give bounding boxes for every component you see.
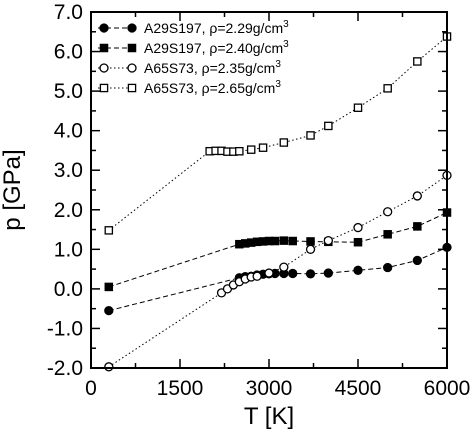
data-point: [323, 268, 333, 278]
legend-label-superscript: 3: [283, 19, 289, 30]
tick-labels: 0 1500 3000 4500 6000 -2.0 -1.0 0.0 1.0 2.0 3.0 4.0…: [47, 1, 471, 400]
data-point: [104, 362, 114, 372]
legend-marker: [99, 83, 109, 93]
data-point: [246, 145, 256, 154]
y-tick-label: 4.0: [54, 120, 83, 143]
y-tick-label: 1.0: [54, 238, 83, 261]
legend-label-superscript: 3: [275, 79, 281, 90]
y-tick-label: -1.0: [47, 317, 83, 340]
x-tick-label: 0: [85, 377, 97, 400]
data-point: [104, 282, 114, 292]
data-point: [383, 230, 392, 239]
legend-label-text: A65S73, ρ=2.65g/cm: [144, 80, 275, 96]
legend-label-superscript: 3: [283, 39, 289, 50]
series-2: [104, 208, 452, 292]
data-point: [353, 103, 363, 112]
y-tick-label: 0.0: [54, 278, 83, 301]
data-point: [383, 262, 393, 273]
data-point: [258, 143, 268, 152]
legend-marker: [99, 43, 109, 53]
data-point: [104, 305, 114, 316]
legend-marker: [99, 63, 109, 73]
x-tick-label: 4500: [335, 377, 382, 400]
data-point: [252, 271, 262, 281]
x-tick-label: 6000: [424, 377, 471, 400]
y-tick-label: 3.0: [54, 159, 83, 182]
legend-entry: A65S73, ρ=2.65g/cm3: [98, 79, 281, 96]
x-axis-label: T [K]: [244, 403, 294, 430]
series-3: [104, 170, 452, 372]
data-point: [383, 207, 393, 217]
plot-frame: [90, 11, 448, 369]
data-point: [306, 131, 315, 140]
legend-marker: [99, 23, 109, 33]
data-point: [353, 265, 363, 275]
data-point: [323, 235, 333, 246]
legend-label: A29S197, ρ=2.40g/cm3: [144, 39, 289, 56]
legend-label-text: A29S197, ρ=2.40g/cm: [144, 40, 283, 56]
data-point: [413, 57, 422, 66]
data-point: [270, 236, 280, 246]
data-point: [264, 268, 274, 278]
data-point: [324, 121, 333, 131]
data-point: [288, 236, 297, 246]
data-point: [306, 237, 315, 246]
data-point: [279, 236, 289, 245]
legend-marker: [127, 23, 137, 33]
series-line: [108, 246, 448, 312]
y-tick-label: 6.0: [54, 41, 83, 64]
legend-label: A65S73, ρ=2.65g/cm3: [144, 79, 281, 96]
y-tick-label: 7.0: [54, 1, 83, 24]
data-point: [288, 268, 298, 279]
legend-label-superscript: 3: [275, 59, 281, 70]
legend-label: A65S73, ρ=2.35g/cm3: [144, 59, 281, 76]
series-1: [104, 242, 452, 316]
legend-entry: A29S197, ρ=2.29g/cm3: [98, 19, 289, 36]
legend-marker: [127, 63, 137, 73]
data-point: [353, 222, 363, 233]
y-tick-label: -2.0: [47, 357, 83, 380]
legend-entry: A65S73, ρ=2.35g/cm3: [98, 59, 281, 76]
legend-marker: [127, 43, 137, 53]
data-point: [235, 146, 244, 156]
y-axis-label: p [GPa]: [0, 149, 26, 230]
legend-marker: [127, 83, 137, 93]
y-tick-label: 2.0: [54, 199, 83, 222]
legend-label-text: A29S197, ρ=2.29g/cm: [144, 20, 283, 36]
series-line: [108, 174, 448, 368]
data-point: [412, 191, 422, 201]
series-4: [104, 32, 452, 235]
data-point: [413, 222, 422, 231]
x-tick-label: 1500: [157, 377, 204, 400]
legend-label-text: A65S73, ρ=2.35g/cm: [144, 60, 275, 76]
data-point: [279, 138, 289, 147]
y-tick-label: 5.0: [54, 80, 83, 103]
series-layer: [104, 32, 452, 372]
data-point: [383, 84, 392, 93]
legend-label: A29S197, ρ=2.29g/cm3: [144, 19, 289, 36]
data-point: [279, 262, 289, 272]
x-tick-label: 3000: [246, 377, 293, 400]
data-point: [353, 237, 363, 247]
data-point: [305, 269, 316, 279]
data-point: [412, 255, 422, 266]
data-point: [104, 226, 114, 235]
legend-entry: A29S197, ρ=2.40g/cm3: [98, 39, 289, 56]
data-point: [305, 244, 316, 254]
